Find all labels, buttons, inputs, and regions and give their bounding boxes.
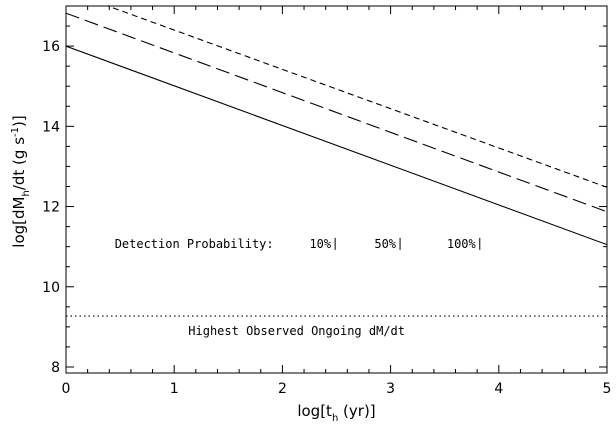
x-tick-label: 5 <box>603 381 612 397</box>
x-tick-label: 4 <box>494 381 503 397</box>
legend-item-50: 50% <box>374 237 396 251</box>
y-tick-label: 14 <box>42 119 60 135</box>
x-tick-label: 1 <box>170 381 179 397</box>
y-tick-label: 8 <box>51 360 60 376</box>
y-tick-label: 16 <box>42 39 60 55</box>
series-line-10pct <box>66 45 607 246</box>
x-axis-title: log[th (yr)] <box>297 402 375 424</box>
annotations: Detection Probability: 10% 50% 100% High… <box>115 237 481 338</box>
legend-title: Detection Probability: <box>115 237 274 251</box>
x-tick-label: 3 <box>386 381 395 397</box>
y-tick-label: 10 <box>42 280 60 296</box>
reference-line-label: Highest Observed Ongoing dM/dt <box>188 324 405 338</box>
y-tick-label: 12 <box>42 200 60 216</box>
data-lines <box>66 6 607 317</box>
axis-titles: log[th (yr)] log[dMh/dt (g s-1)] <box>10 115 376 424</box>
plot-frame <box>65 5 608 374</box>
series-line-100pct <box>106 6 607 188</box>
x-tick-label: 2 <box>278 381 287 397</box>
x-tick-label: 0 <box>62 381 71 397</box>
y-axis-title: log[dMh/dt (g s-1)] <box>10 115 32 247</box>
series-line-50pct <box>66 12 607 213</box>
legend-item-100: 100% <box>447 237 477 251</box>
legend-item-10: 10% <box>309 237 331 251</box>
